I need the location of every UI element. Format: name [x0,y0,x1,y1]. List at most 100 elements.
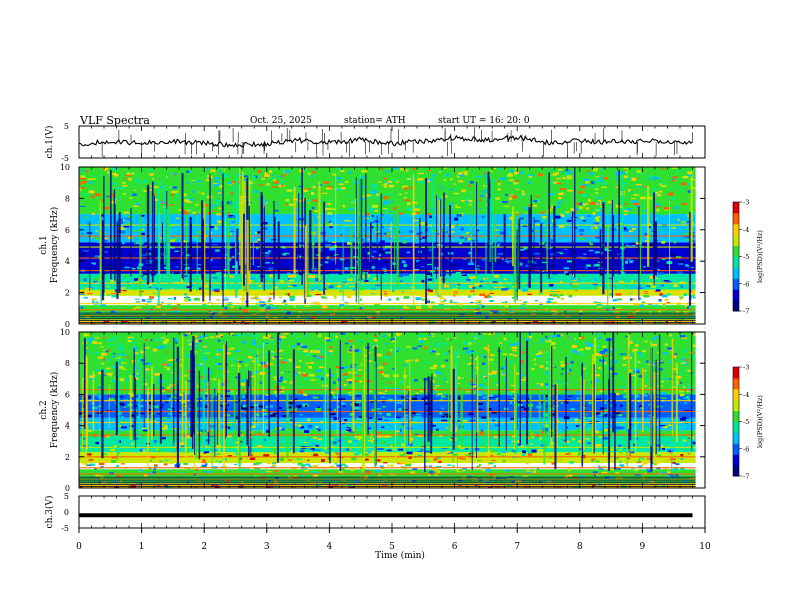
spectrogram-cell [153,198,159,202]
spectrogram-cell [325,187,332,190]
spectrogram-cell [141,228,145,231]
spectrogram-cell [502,366,507,369]
spectrogram-cell [623,175,628,178]
spectrogram-cell [559,294,564,297]
spectrogram-cell [528,174,535,177]
spectrogram-cell [575,425,579,428]
spectrogram-cell [270,352,274,354]
frequency-tick-label: 6 [65,226,70,235]
spectrogram-sferic [242,213,245,286]
spectrogram-cell [355,260,359,263]
spectrogram-cell [574,418,579,422]
spectrogram-cell [88,395,91,399]
spectrogram-cell [533,363,537,365]
spectrogram-cell [563,267,569,270]
spectrogram-cell [392,179,398,181]
spectrogram-tone-line [79,309,705,311]
spectrogram-cell [88,337,95,341]
spectrogram-cell [351,262,357,264]
spectrogram-cell [274,461,277,464]
spectrogram-cell [268,214,271,217]
spectrogram-cell [555,205,561,209]
spectrogram-cell [540,338,545,342]
spectrogram-cell [148,296,154,299]
spectrogram-cell [91,212,95,215]
spectrogram-cell [399,243,406,246]
spectrogram-cell [609,263,614,265]
spectrogram-cell [646,360,649,363]
spectrogram-cell [298,270,302,273]
spectrogram-cell [297,438,300,441]
spectrogram-cell [550,239,556,242]
spectrogram-cell [551,342,556,345]
spectrogram-sferic [470,210,473,264]
spectrogram-cell [236,201,240,204]
spectrogram-cell [270,414,276,417]
spectrogram-cell [265,471,272,473]
spectrogram-cell [264,280,271,282]
spectrogram-cell [122,368,127,370]
spectrogram-cell [95,467,101,469]
spectrogram-cell [679,372,682,375]
spectrogram-cell [354,237,361,239]
spectrogram-cell [414,196,418,199]
spectrogram-cell [477,333,483,335]
spectrogram-cell [303,372,306,375]
spectrogram-cell [603,316,606,319]
spectrogram-sferic [89,221,91,291]
spectrogram-cell [483,171,487,174]
spectrogram-cell [147,408,153,412]
spectrogram-cell [209,239,213,242]
spectrogram-cell [146,300,152,303]
spectrogram-cell [558,192,564,196]
spectrogram-cell [630,451,635,454]
spectrogram-cell [170,194,174,197]
spectrogram-cell [289,313,293,316]
spectrogram-cell [562,445,568,447]
spectrogram-cell [97,288,102,290]
spectrogram-cell [279,390,285,393]
spectrogram-cell [437,484,443,487]
spectrogram-cell [484,295,490,299]
spectrogram-cell [578,229,584,232]
spectrogram-cell [461,274,467,276]
spectrogram-cell [465,271,470,274]
spectrogram-cell [596,201,600,203]
spectrogram-cell [245,359,250,362]
spectrogram-cell [83,333,90,337]
spectrogram-cell [310,288,315,291]
spectrogram-cell [518,185,522,187]
spectrogram-cell [91,169,98,172]
spectrogram-cell [480,235,486,238]
spectrogram-cell [598,336,601,340]
spectrogram-cell [138,441,143,444]
spectrogram-sferic [167,170,170,275]
spectrogram-cell [618,376,624,379]
spectrogram-cell [236,181,241,184]
spectrogram-cell [297,278,303,281]
spectrogram-cell [575,392,581,395]
spectrogram-cell [327,408,332,411]
spectrogram-cell [497,252,504,256]
spectrogram-cell [186,435,191,439]
spectrogram-cell [161,201,167,204]
spectrogram-cell [140,218,144,220]
spectrogram-cell [589,243,593,246]
spectrogram-cell [639,297,642,300]
spectrogram-cell [141,449,147,452]
spectrogram-cell [341,461,346,465]
spectrogram-cell [122,241,125,245]
spectrogram-cell [503,337,507,341]
spectrogram-cell [98,305,104,308]
spectrogram-cell [145,368,150,371]
spectrogram-cell [453,431,457,434]
spectrogram-cell [462,405,467,408]
spectrogram-cell [426,273,433,276]
spectrogram-cell [167,359,173,362]
spectrogram-cell [336,285,342,288]
spectrogram-cell [525,211,530,214]
spectrogram-cell [656,289,661,292]
spectrogram-cell [607,477,614,479]
spectrogram-cell [265,449,271,452]
spectrogram-cell [498,423,504,425]
